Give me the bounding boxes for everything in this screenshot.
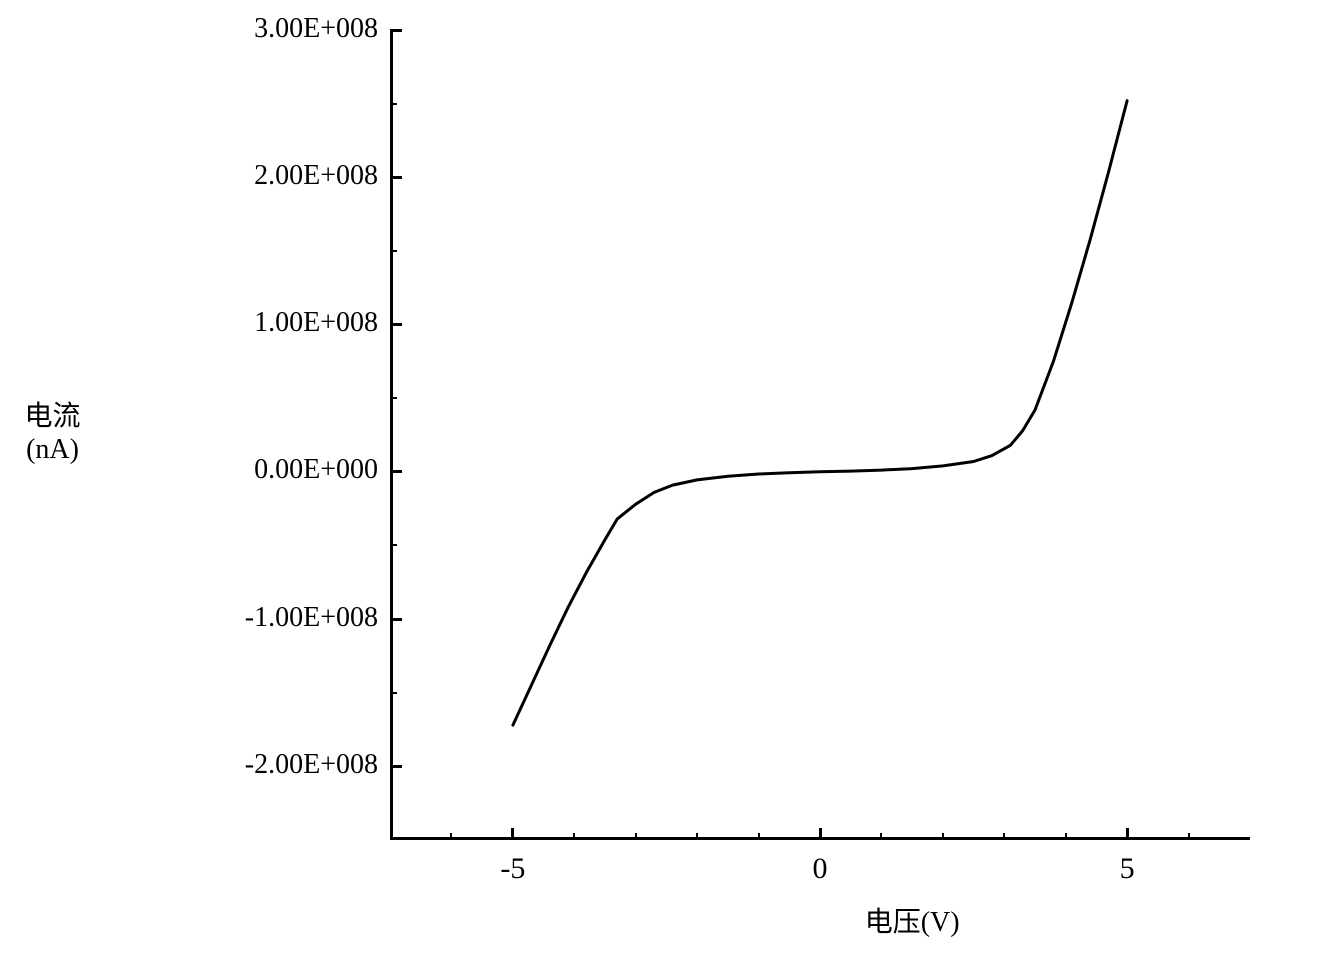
iv-chart: -2.00E+008-1.00E+0080.00E+0001.00E+0082.… <box>0 0 1323 974</box>
iv-curve <box>0 0 1323 974</box>
